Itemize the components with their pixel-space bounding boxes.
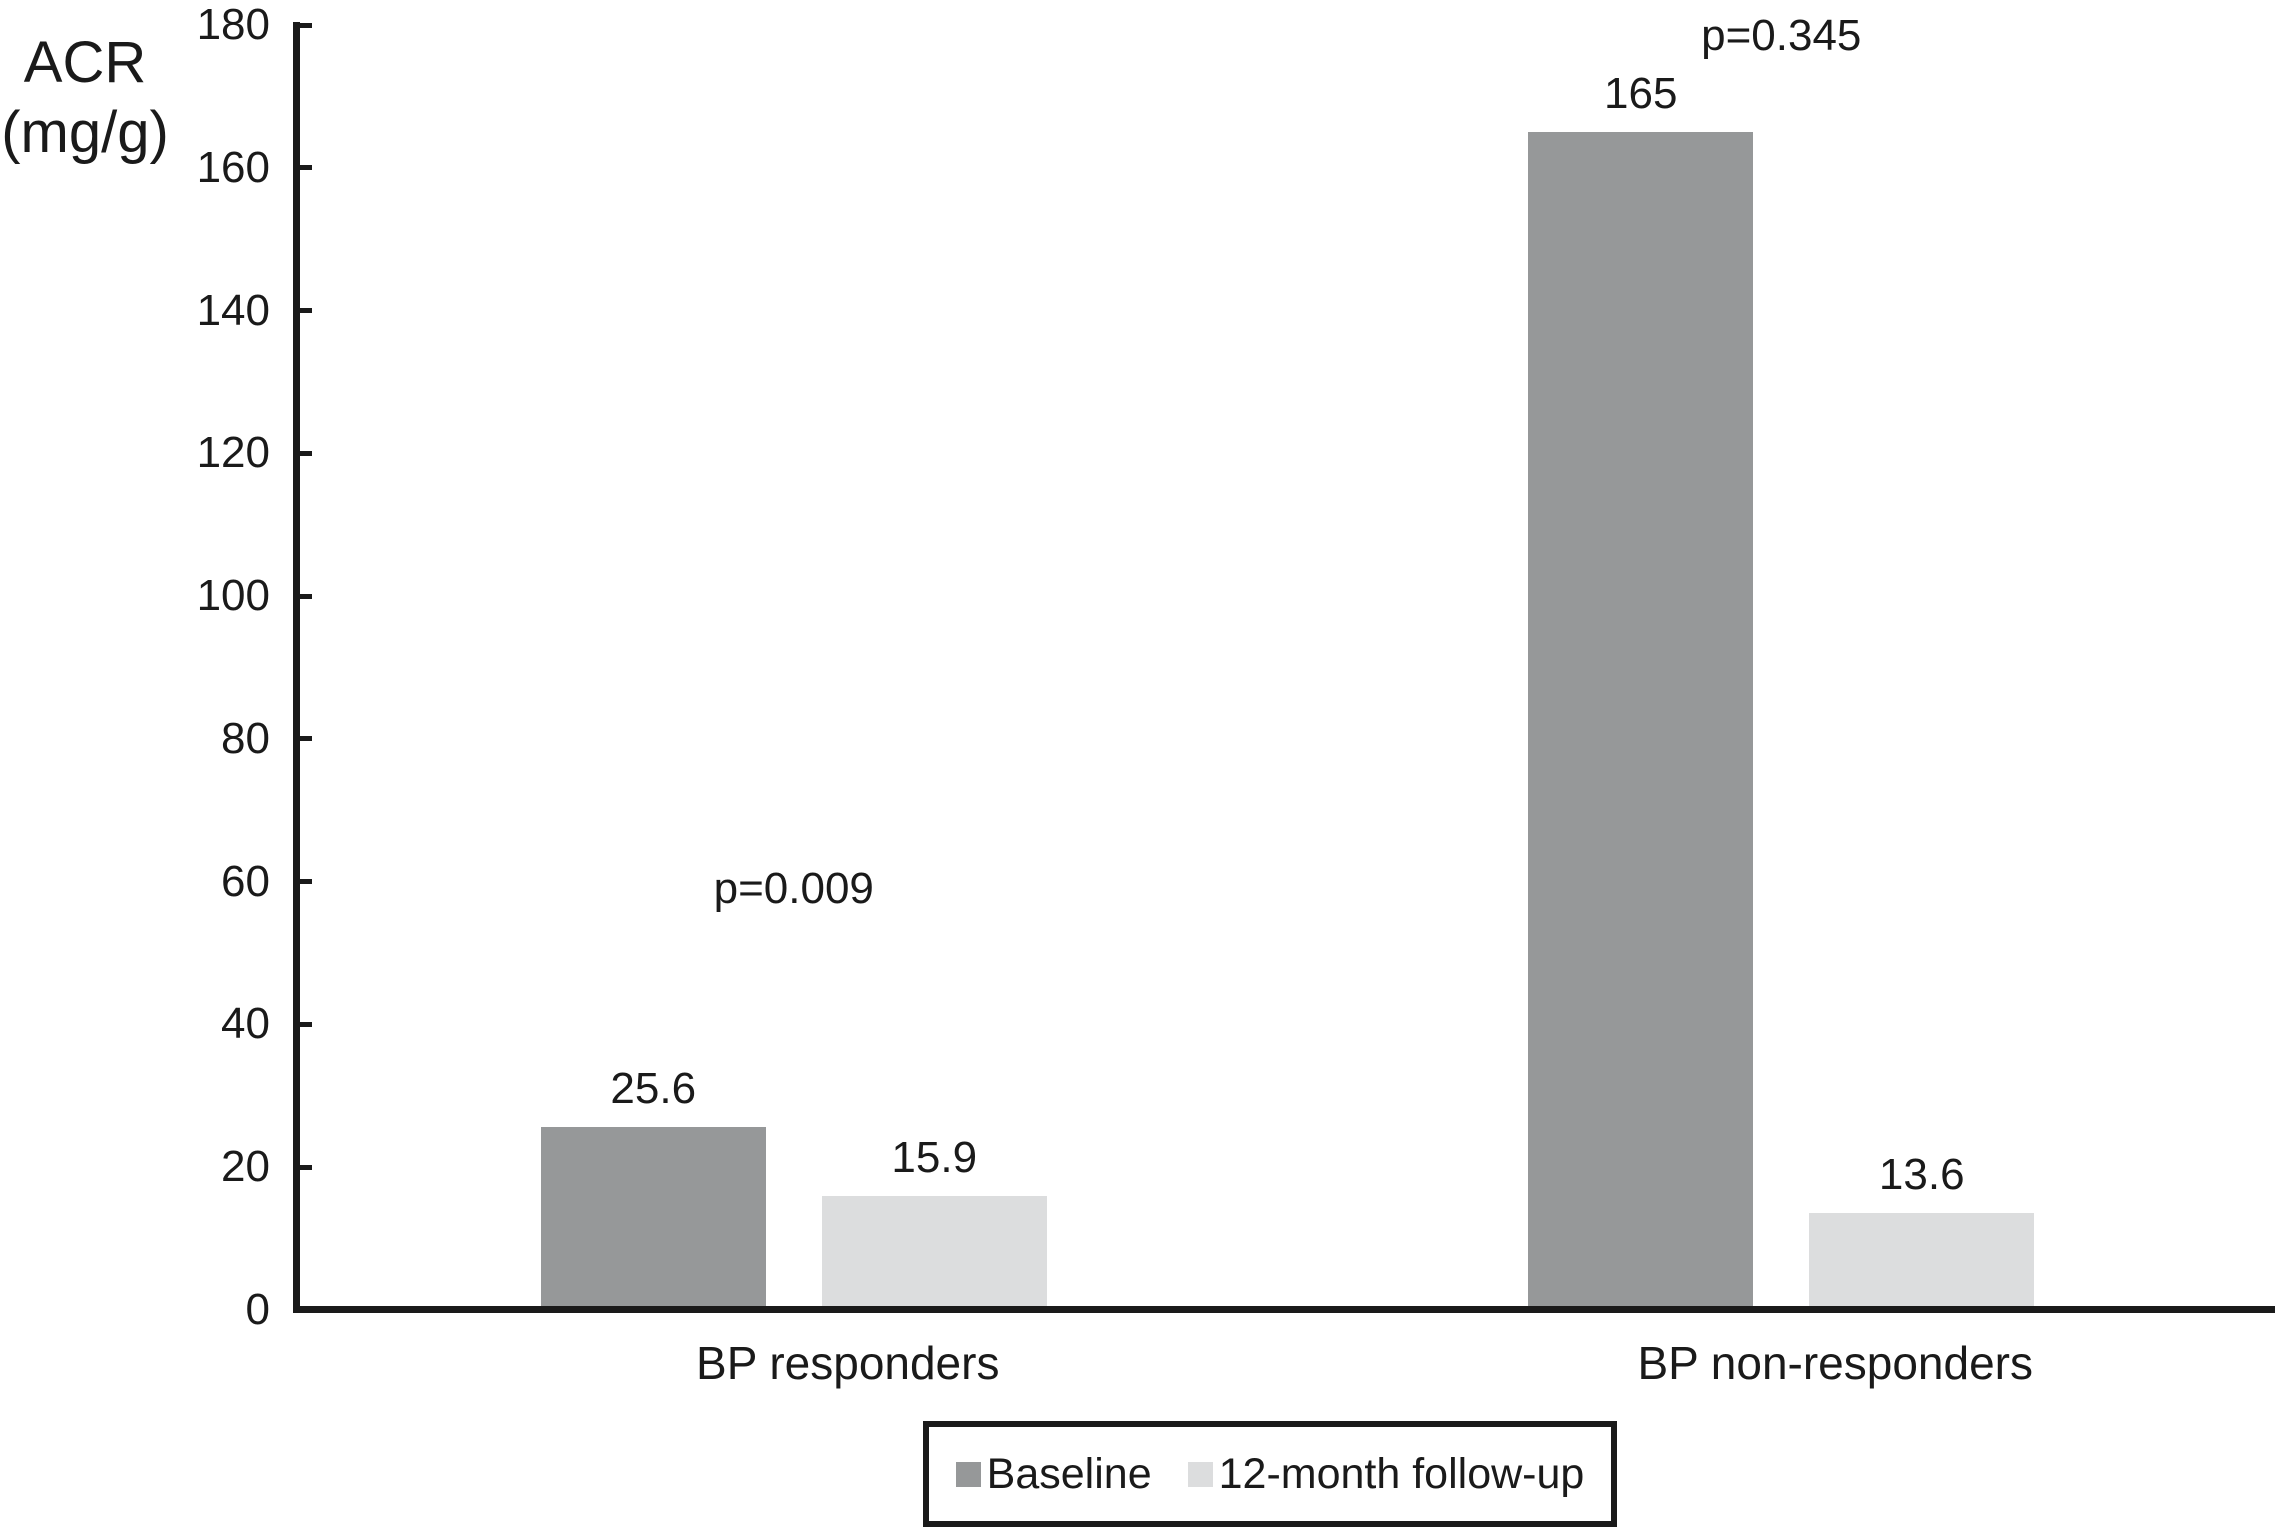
y-axis-tick-140 — [300, 308, 312, 314]
y-axis-tick-label-180: 180 — [196, 0, 270, 49]
y-axis-tick-label-160: 160 — [196, 142, 270, 192]
legend-label-followup: 12-month follow-up — [1218, 1449, 1585, 1498]
legend: Baseline 12-month follow-up — [923, 1421, 1617, 1527]
y-axis-tick-160 — [300, 165, 312, 171]
y-axis-tick-60 — [300, 879, 312, 885]
y-axis-tick-180 — [300, 22, 312, 28]
bar-value-label: 25.6 — [610, 1064, 697, 1114]
legend-entry-baseline: Baseline — [955, 1449, 1152, 1499]
x-axis-line — [293, 1306, 2275, 1313]
y-axis-tick-40 — [300, 1021, 312, 1027]
p-value-annotation-1: p=0.345 — [1701, 10, 1862, 60]
legend-swatch-followup-icon — [1187, 1461, 1213, 1487]
y-axis-tick-80 — [300, 736, 312, 742]
legend-swatch-baseline-icon — [955, 1461, 981, 1487]
y-axis-tick-label-100: 100 — [196, 571, 270, 621]
y-axis-tick-label-60: 60 — [221, 856, 270, 906]
bar-12-month-follow-up-group1 — [1809, 1212, 2035, 1310]
bar-baseline-group0 — [540, 1127, 766, 1310]
y-axis-tick-label-40: 40 — [221, 999, 270, 1049]
y-axis-title: ACR (mg/g) — [0, 28, 170, 168]
p-value-annotation-0: p=0.009 — [713, 863, 874, 913]
bar-value-label: 165 — [1604, 69, 1678, 119]
y-axis-title-line2: (mg/g) — [1, 100, 169, 165]
bar-value-label: 13.6 — [1878, 1149, 1965, 1199]
y-axis-tick-label-0: 0 — [245, 1285, 270, 1334]
y-axis-tick-20 — [300, 1164, 312, 1170]
y-axis-tick-label-140: 140 — [196, 285, 270, 335]
legend-entry-followup: 12-month follow-up — [1187, 1449, 1585, 1499]
y-axis-title-line1: ACR — [23, 30, 147, 95]
bar-12-month-follow-up-group0 — [821, 1196, 1047, 1310]
bar-baseline-group1 — [1528, 132, 1754, 1310]
y-axis-tick-label-120: 120 — [196, 428, 270, 478]
y-axis-tick-label-20: 20 — [221, 1142, 270, 1192]
y-axis-tick-100 — [300, 593, 312, 599]
category-label-0: BP responders — [696, 1337, 1000, 1389]
y-axis-tick-120 — [300, 450, 312, 456]
category-label-1: BP non-responders — [1637, 1337, 2033, 1389]
bar-value-label: 15.9 — [891, 1133, 978, 1183]
legend-label-baseline: Baseline — [986, 1449, 1152, 1498]
y-axis-tick-label-80: 80 — [221, 713, 270, 763]
y-axis-line — [293, 22, 300, 1313]
